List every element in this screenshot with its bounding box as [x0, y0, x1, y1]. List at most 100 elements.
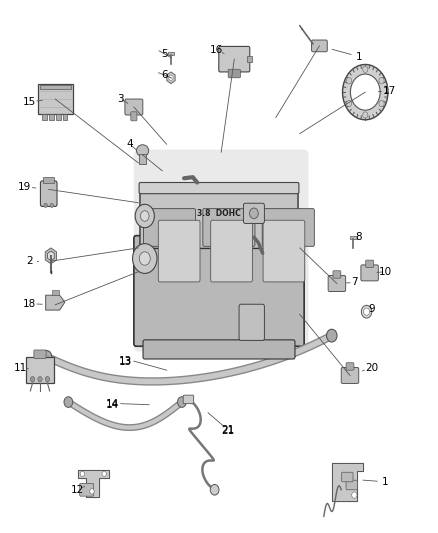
Text: 21: 21	[221, 426, 234, 437]
Text: 5: 5	[161, 49, 168, 59]
FancyBboxPatch shape	[346, 363, 354, 370]
Bar	[63, 115, 67, 120]
FancyBboxPatch shape	[203, 208, 255, 246]
Circle shape	[352, 492, 357, 498]
FancyBboxPatch shape	[211, 220, 252, 282]
Circle shape	[133, 244, 157, 273]
Circle shape	[45, 376, 49, 382]
Bar	[43, 176, 54, 183]
Text: 7: 7	[351, 278, 358, 287]
Circle shape	[38, 376, 42, 382]
Text: 19: 19	[18, 182, 32, 192]
Circle shape	[141, 211, 149, 221]
Text: 8: 8	[355, 232, 362, 243]
Text: 4: 4	[126, 139, 133, 149]
Text: 6: 6	[161, 70, 168, 80]
FancyBboxPatch shape	[366, 260, 374, 268]
Text: 18: 18	[22, 298, 36, 309]
Text: 12: 12	[71, 485, 84, 495]
FancyBboxPatch shape	[342, 472, 353, 482]
Bar	[139, 154, 146, 165]
Circle shape	[64, 397, 73, 407]
FancyBboxPatch shape	[131, 112, 137, 121]
Polygon shape	[167, 72, 175, 84]
FancyBboxPatch shape	[328, 276, 346, 292]
Circle shape	[364, 308, 370, 316]
Text: 11: 11	[14, 362, 27, 373]
Text: 2: 2	[26, 256, 32, 266]
FancyBboxPatch shape	[239, 304, 265, 341]
Circle shape	[90, 489, 94, 494]
Bar	[52, 290, 59, 295]
Polygon shape	[78, 470, 109, 497]
Text: 1: 1	[381, 477, 388, 487]
Text: 10: 10	[378, 267, 392, 277]
Text: 3.8  DOHC: 3.8 DOHC	[197, 209, 241, 218]
FancyBboxPatch shape	[219, 46, 250, 72]
Circle shape	[169, 75, 173, 80]
Circle shape	[80, 471, 85, 477]
Circle shape	[139, 252, 150, 265]
Polygon shape	[332, 463, 363, 502]
FancyBboxPatch shape	[341, 368, 359, 383]
FancyBboxPatch shape	[134, 236, 304, 346]
Bar	[49, 115, 53, 120]
Text: 3: 3	[117, 94, 124, 104]
Text: 16: 16	[210, 45, 223, 54]
Text: 14: 14	[106, 400, 119, 410]
Circle shape	[102, 471, 106, 477]
Circle shape	[361, 305, 372, 318]
Circle shape	[363, 112, 368, 118]
Polygon shape	[168, 52, 174, 55]
Text: 21: 21	[221, 425, 234, 435]
FancyBboxPatch shape	[346, 480, 357, 490]
Polygon shape	[47, 251, 54, 261]
Circle shape	[350, 74, 380, 110]
Text: 13: 13	[119, 356, 132, 366]
Circle shape	[343, 64, 388, 120]
Polygon shape	[350, 236, 357, 239]
FancyBboxPatch shape	[311, 40, 327, 52]
Circle shape	[135, 204, 154, 228]
FancyBboxPatch shape	[40, 181, 57, 206]
Polygon shape	[46, 295, 65, 310]
Circle shape	[346, 77, 352, 84]
Text: 14: 14	[106, 399, 119, 409]
FancyBboxPatch shape	[80, 483, 94, 496]
FancyBboxPatch shape	[158, 220, 200, 282]
Circle shape	[250, 208, 258, 219]
FancyBboxPatch shape	[361, 265, 378, 281]
Text: 1: 1	[355, 52, 362, 61]
Bar	[42, 115, 46, 120]
FancyBboxPatch shape	[140, 184, 298, 248]
FancyBboxPatch shape	[262, 208, 314, 246]
FancyBboxPatch shape	[263, 220, 305, 282]
Circle shape	[379, 77, 384, 84]
Text: 13: 13	[119, 357, 132, 367]
Bar	[56, 115, 60, 120]
Circle shape	[44, 203, 47, 207]
Polygon shape	[45, 248, 57, 264]
FancyBboxPatch shape	[228, 69, 240, 78]
Text: 17: 17	[383, 86, 396, 96]
Circle shape	[327, 329, 337, 342]
FancyBboxPatch shape	[125, 99, 143, 115]
FancyBboxPatch shape	[144, 208, 196, 246]
FancyBboxPatch shape	[143, 340, 295, 359]
Circle shape	[379, 100, 384, 107]
Text: 20: 20	[365, 362, 378, 373]
FancyBboxPatch shape	[134, 150, 308, 352]
Ellipse shape	[137, 145, 149, 157]
Circle shape	[363, 66, 368, 72]
Circle shape	[41, 351, 52, 364]
FancyBboxPatch shape	[26, 358, 53, 383]
Bar	[40, 85, 71, 89]
Text: 9: 9	[368, 304, 375, 314]
FancyBboxPatch shape	[34, 350, 46, 359]
Bar	[247, 56, 252, 62]
FancyBboxPatch shape	[183, 395, 194, 403]
FancyBboxPatch shape	[333, 271, 341, 278]
FancyBboxPatch shape	[244, 203, 265, 223]
FancyBboxPatch shape	[139, 182, 299, 193]
Circle shape	[30, 376, 35, 382]
